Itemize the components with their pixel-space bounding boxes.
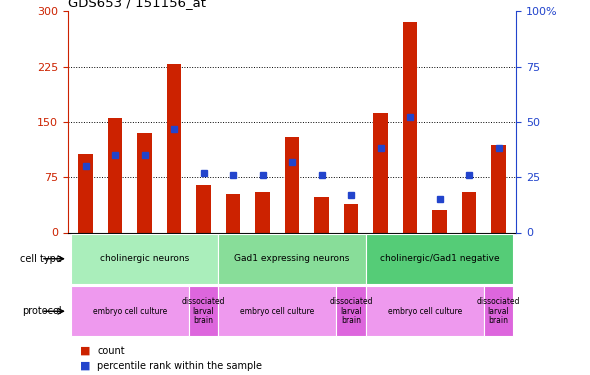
Bar xyxy=(255,192,270,232)
Bar xyxy=(71,234,218,284)
Bar xyxy=(461,192,476,232)
Text: dissociated
larval
brain: dissociated larval brain xyxy=(329,297,373,326)
Bar xyxy=(166,64,181,232)
Text: ■: ■ xyxy=(80,346,90,355)
Text: cholinergic neurons: cholinergic neurons xyxy=(100,254,189,263)
Bar xyxy=(218,286,336,336)
Bar xyxy=(343,204,358,232)
Bar xyxy=(491,146,506,232)
Text: ■: ■ xyxy=(80,361,90,370)
Bar xyxy=(218,234,366,284)
Text: embryo cell culture: embryo cell culture xyxy=(93,307,167,316)
Text: embryo cell culture: embryo cell culture xyxy=(240,307,314,316)
Bar xyxy=(336,286,366,336)
Text: count: count xyxy=(97,346,125,355)
Text: embryo cell culture: embryo cell culture xyxy=(388,307,462,316)
Bar xyxy=(196,184,211,232)
Bar xyxy=(432,210,447,232)
Text: cholinergic/Gad1 negative: cholinergic/Gad1 negative xyxy=(380,254,499,263)
Text: Gad1 expressing neurons: Gad1 expressing neurons xyxy=(234,254,350,263)
Bar xyxy=(402,22,417,233)
Bar xyxy=(484,286,513,336)
Bar xyxy=(137,133,152,232)
Bar xyxy=(284,136,299,232)
Bar xyxy=(71,286,189,336)
Bar xyxy=(107,118,122,232)
Bar xyxy=(225,194,240,232)
Bar xyxy=(78,154,93,232)
Bar xyxy=(366,286,484,336)
Text: dissociated
larval
brain: dissociated larval brain xyxy=(182,297,225,326)
Text: dissociated
larval
brain: dissociated larval brain xyxy=(477,297,520,326)
Bar xyxy=(189,286,218,336)
Bar xyxy=(314,197,329,232)
Text: GDS653 / 151156_at: GDS653 / 151156_at xyxy=(68,0,206,9)
Text: percentile rank within the sample: percentile rank within the sample xyxy=(97,361,263,370)
Bar xyxy=(366,234,513,284)
Bar xyxy=(373,113,388,232)
Text: protocol: protocol xyxy=(22,306,62,316)
Text: cell type: cell type xyxy=(20,254,62,264)
